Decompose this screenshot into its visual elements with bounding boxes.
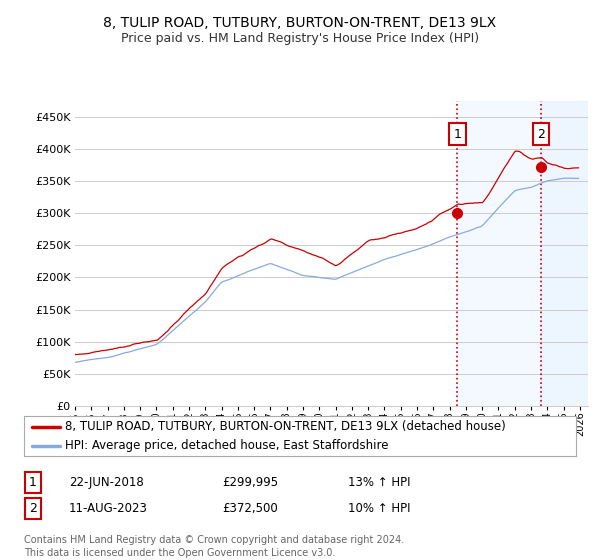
Text: 13% ↑ HPI: 13% ↑ HPI <box>348 476 410 489</box>
Text: 1: 1 <box>453 128 461 141</box>
Text: 8, TULIP ROAD, TUTBURY, BURTON-ON-TRENT, DE13 9LX: 8, TULIP ROAD, TUTBURY, BURTON-ON-TRENT,… <box>103 16 497 30</box>
Text: 2: 2 <box>29 502 37 515</box>
Text: 8, TULIP ROAD, TUTBURY, BURTON-ON-TRENT, DE13 9LX (detached house): 8, TULIP ROAD, TUTBURY, BURTON-ON-TRENT,… <box>65 420 506 433</box>
Text: HPI: Average price, detached house, East Staffordshire: HPI: Average price, detached house, East… <box>65 440 389 452</box>
Text: Contains HM Land Registry data © Crown copyright and database right 2024.
This d: Contains HM Land Registry data © Crown c… <box>24 535 404 558</box>
Text: 11-AUG-2023: 11-AUG-2023 <box>69 502 148 515</box>
Text: 10% ↑ HPI: 10% ↑ HPI <box>348 502 410 515</box>
Text: 2: 2 <box>537 128 545 141</box>
Bar <box>541 101 588 406</box>
Text: 22-JUN-2018: 22-JUN-2018 <box>69 476 144 489</box>
Text: 1: 1 <box>29 476 37 489</box>
Text: Price paid vs. HM Land Registry's House Price Index (HPI): Price paid vs. HM Land Registry's House … <box>121 32 479 45</box>
Text: £299,995: £299,995 <box>222 476 278 489</box>
Text: £372,500: £372,500 <box>222 502 278 515</box>
Bar <box>457 101 541 406</box>
